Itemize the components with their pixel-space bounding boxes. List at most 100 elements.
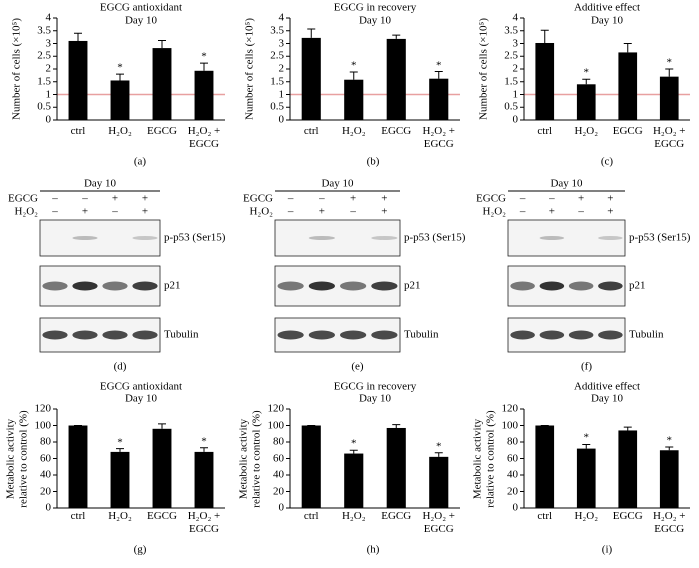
blot-band: [277, 281, 304, 291]
x-tick-label: ctrl: [70, 125, 86, 137]
bar: [344, 79, 364, 120]
chart-subtitle: Day 10: [590, 14, 624, 27]
blot-band: [277, 330, 304, 340]
y-tick-label: 20: [507, 485, 518, 498]
y-tick-label: 0.5: [270, 100, 284, 113]
panel-label: (h): [366, 543, 380, 556]
treatment-label: H₂O₂: [14, 205, 38, 218]
y-tick-label: 1: [512, 88, 519, 101]
bar: [576, 84, 596, 120]
chart-title: Additive effect: [573, 380, 641, 393]
treatment-sign: +: [548, 205, 555, 218]
blot-band: [598, 330, 623, 340]
error-bar: [200, 62, 208, 71]
significance-star: *: [201, 435, 207, 448]
y-tick-label: 100: [501, 419, 519, 432]
y-axis-label: Metabolic activity relative to control (…: [4, 409, 29, 508]
y-tick-label: 1: [278, 88, 285, 101]
error-bar: [665, 68, 674, 77]
treatment-sign: +: [607, 205, 614, 218]
y-tick-label: 2: [45, 62, 52, 75]
blot-band: [72, 330, 98, 340]
bar: [301, 37, 321, 120]
y-tick-label: 60: [273, 452, 284, 465]
y-tick-label: 2: [278, 62, 285, 75]
y-tick-label: 3.5: [270, 24, 284, 37]
x-tick-label: ctrl: [537, 125, 553, 137]
treatment-sign: –: [52, 205, 58, 218]
chart-subtitle: Day 10: [358, 392, 392, 405]
error-bar: [582, 443, 591, 449]
y-tick-label: 1.5: [37, 75, 51, 88]
y-tick-label: 40: [273, 468, 284, 481]
significance-star: *: [117, 61, 123, 74]
significance-star: *: [117, 436, 123, 449]
x-tick-label: ctrl: [537, 510, 553, 522]
significance-star: *: [436, 440, 442, 453]
blot-band: [568, 281, 594, 291]
treatment-sign: –: [52, 192, 58, 205]
blot-membrane: [274, 219, 401, 257]
blot-band: [42, 330, 68, 340]
band-label: p21: [629, 279, 646, 292]
treatment-sign: +: [381, 192, 388, 205]
blot-band: [598, 236, 623, 240]
band-label: p21: [404, 279, 421, 292]
bar: [386, 427, 406, 508]
treatment-sign: –: [112, 205, 118, 218]
x-tick-label: EGCG: [147, 510, 177, 522]
band-label: Tubulin: [164, 328, 199, 341]
x-tick-label: EGCG: [381, 510, 412, 522]
y-tick-label: 0: [278, 113, 285, 126]
treatment-sign: +: [578, 192, 585, 205]
y-tick-label: 60: [507, 452, 518, 465]
blot-band: [72, 281, 98, 291]
y-tick-label: 60: [40, 452, 51, 465]
blot-band: [340, 281, 367, 291]
error-bar: [116, 73, 124, 81]
y-tick-label: 100: [267, 419, 285, 432]
treatment-label: EGCG: [8, 192, 38, 205]
blot-band: [371, 236, 398, 240]
error-bar: [392, 34, 401, 39]
blot-band: [510, 330, 535, 340]
significance-star: *: [583, 66, 590, 79]
x-tick-label: H₂O₂: [108, 125, 132, 137]
y-tick-label: 40: [507, 468, 518, 481]
x-tick-label: H₂O₂ + EGCG: [652, 125, 686, 150]
error-bar: [200, 447, 208, 452]
y-tick-label: 4: [512, 11, 519, 24]
x-tick-label: H₂O₂ + EGCG: [187, 510, 221, 535]
bar: [429, 456, 449, 508]
bar: [386, 38, 406, 120]
error-bar: [307, 28, 316, 38]
x-tick-label: ctrl: [303, 510, 319, 522]
error-bar: [392, 424, 401, 428]
x-tick-label: H₂O₂: [574, 510, 599, 522]
panel-label: (d): [113, 360, 127, 373]
blot-title: Day 10: [321, 177, 354, 190]
y-tick-label: 2: [512, 62, 519, 75]
error-bar: [434, 452, 443, 457]
x-tick-label: H₂O₂ + EGCG: [652, 510, 686, 535]
blot-band: [102, 281, 128, 291]
bar: [535, 425, 555, 508]
blot-band: [598, 281, 623, 291]
y-tick-label: 80: [40, 435, 51, 448]
error-bar: [74, 32, 82, 41]
chart-subtitle: Day 10: [590, 392, 624, 405]
bar: [152, 428, 172, 508]
error-bar: [158, 39, 166, 49]
y-tick-label: 40: [40, 468, 51, 481]
blot-membrane: [507, 219, 626, 257]
y-tick-label: 2.5: [270, 49, 284, 62]
blot-band: [539, 236, 565, 240]
x-tick-label: EGCG: [612, 125, 643, 137]
significance-star: *: [666, 56, 673, 69]
error-bar: [623, 43, 632, 53]
x-tick-label: H₂O₂ + EGCG: [422, 510, 455, 535]
treatment-sign: +: [141, 205, 149, 218]
treatment-sign: +: [607, 192, 614, 205]
x-tick-label: H₂O₂: [108, 510, 132, 522]
blot-band: [371, 330, 398, 340]
